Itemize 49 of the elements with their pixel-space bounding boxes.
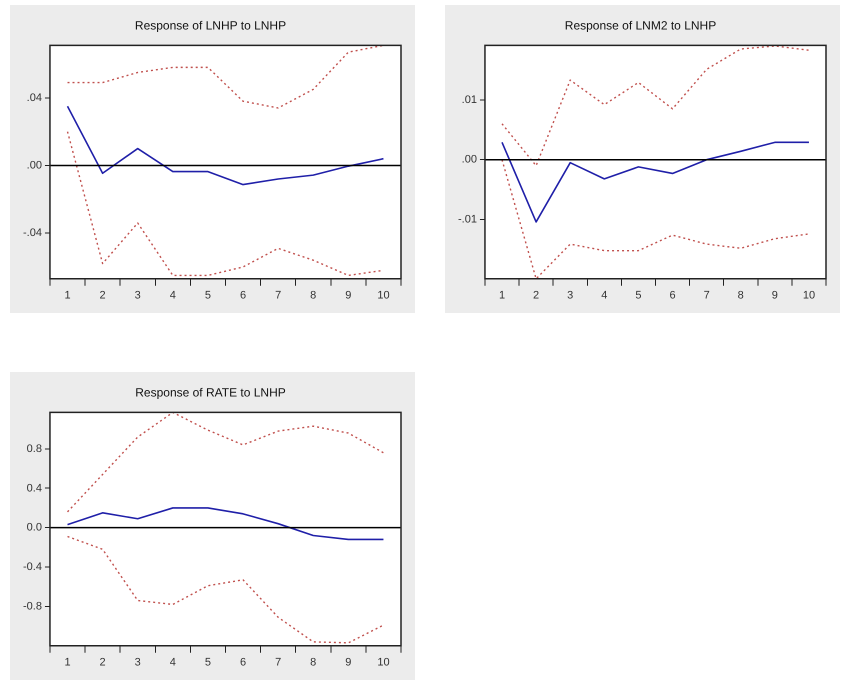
x-tick-label: 7 — [704, 289, 710, 302]
line-series — [66, 536, 384, 644]
x-tick-label: 3 — [567, 289, 574, 302]
y-tick-label: 0.4 — [26, 482, 42, 494]
x-tick-label: 10 — [377, 289, 390, 302]
line-series — [66, 412, 384, 513]
y-tick-label: .01 — [462, 94, 477, 106]
x-tick-label: 4 — [170, 656, 176, 668]
x-tick-label: 7 — [275, 656, 282, 668]
x-tick-label: 2 — [100, 656, 106, 668]
x-tick-label: 3 — [134, 289, 141, 302]
x-tick-label: 1 — [64, 656, 71, 668]
x-tick-label: 2 — [533, 289, 540, 302]
x-tick-label: 8 — [310, 289, 316, 302]
x-tick-label: 5 — [204, 656, 211, 668]
x-tick-label: 4 — [170, 289, 176, 302]
x-tick-label: 6 — [240, 656, 246, 668]
x-tick-label: 5 — [204, 289, 211, 302]
chart-title: Response of LNHP to LNHP — [134, 18, 286, 33]
x-tick-label: 9 — [345, 289, 352, 302]
x-tick-label: 2 — [100, 289, 106, 302]
x-tick-label: 9 — [772, 289, 778, 302]
x-tick-label: 6 — [240, 289, 246, 302]
x-tick-label: 4 — [601, 289, 608, 302]
y-tick-label: 0.0 — [26, 522, 42, 534]
x-tick-label: 7 — [275, 289, 282, 302]
chart-title: Response of RATE to LNHP — [135, 386, 286, 400]
y-tick-label: -.04 — [22, 227, 42, 240]
x-tick-label: 9 — [345, 656, 352, 668]
line-series — [66, 45, 384, 109]
y-tick-label: .00 — [26, 160, 42, 172]
y-tick-label: -0.8 — [22, 600, 42, 612]
x-tick-label: 10 — [377, 656, 390, 668]
chart-title: Response of LNM2 to LNHP — [564, 18, 716, 33]
x-tick-label: 3 — [134, 656, 141, 668]
x-tick-label: 8 — [738, 289, 744, 302]
x-tick-label: 8 — [310, 656, 316, 668]
x-tick-label: 6 — [669, 289, 676, 302]
x-tick-label: 5 — [635, 289, 642, 302]
x-tick-label: 1 — [498, 289, 506, 302]
y-tick-label: -0.4 — [22, 561, 42, 574]
x-tick-label: 1 — [64, 289, 71, 302]
line-series — [501, 45, 810, 166]
line-series — [501, 159, 810, 279]
y-tick-label: .00 — [462, 154, 477, 166]
y-tick-label: -.01 — [458, 214, 477, 226]
y-tick-label: .04 — [26, 92, 42, 104]
x-tick-label: 10 — [802, 289, 816, 302]
y-tick-label: 0.8 — [26, 442, 42, 455]
